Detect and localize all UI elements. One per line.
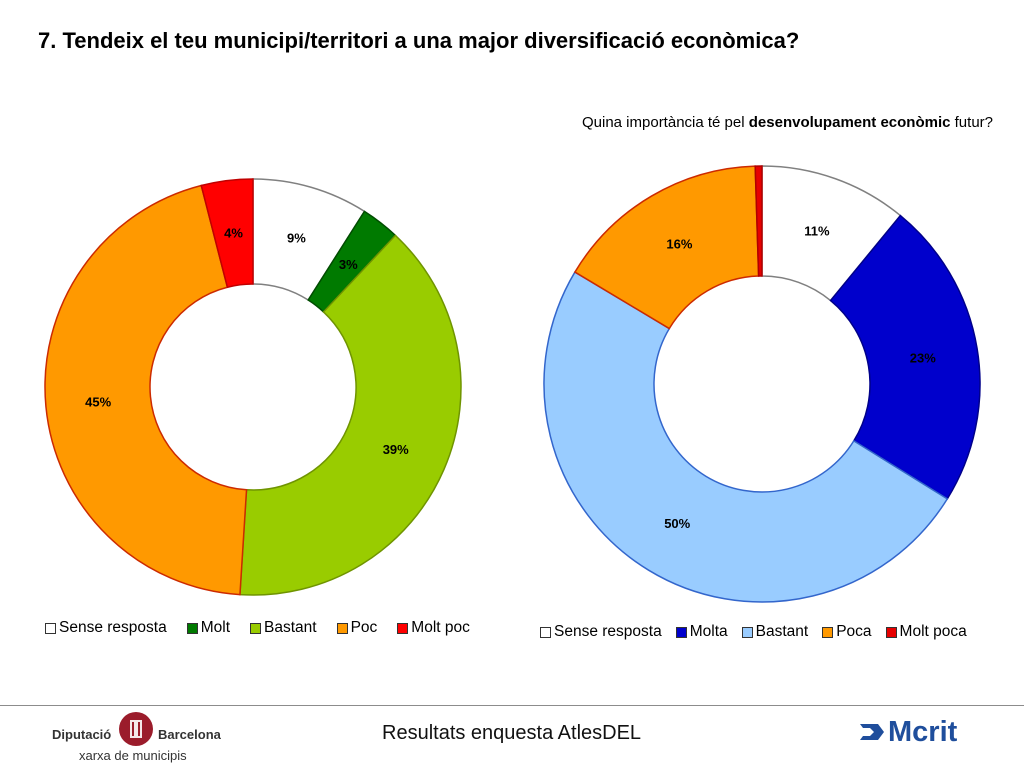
- legend-swatch: [45, 622, 56, 634]
- chart1-slice-poc: [44, 184, 248, 596]
- chart1-label-sense-resposta: 9%: [287, 231, 306, 246]
- chart1-slice-molt-poc: [200, 178, 254, 289]
- chart2-label-poca: 16%: [666, 236, 692, 251]
- chart1-slice-bastant: [239, 234, 462, 596]
- chart2-slice-molt-poca: [754, 165, 763, 277]
- legend-swatch: [540, 626, 551, 638]
- diputacio-logo: Diputació Barcelona xarxa de municipis: [52, 710, 232, 764]
- chart1-legend-item: Molt: [186, 619, 231, 637]
- chart1-label-molt-poc: 4%: [224, 226, 243, 241]
- legend-label: Molt poca: [899, 623, 967, 640]
- chart1-legend-item: Poc: [336, 619, 378, 637]
- chart2-label-molta: 23%: [910, 350, 936, 365]
- chart1-legend-item: Molt poc: [397, 619, 470, 637]
- chart2-slice-poca: [573, 165, 760, 330]
- legend-swatch: [885, 626, 897, 638]
- legend-label: Bastant: [264, 619, 317, 636]
- chart2-label-sense-resposta: 11%: [804, 224, 830, 239]
- chart2-label-bastant: 50%: [664, 516, 690, 531]
- footer-divider: [0, 705, 1024, 706]
- subtitle-bold: desenvolupament econòmic: [748, 114, 951, 131]
- chart1-label-molt: 3%: [339, 257, 358, 272]
- chart2-legend-item: Bastant: [741, 623, 809, 641]
- legend-swatch: [397, 622, 409, 634]
- legend-swatch: [675, 626, 687, 638]
- chart1-legend: Sense resposta Molt Bastant Poc Molt poc: [45, 619, 470, 637]
- chart1-label-poc: 45%: [85, 395, 111, 410]
- legend-label: Molt: [200, 619, 231, 636]
- chart1-legend-item: Sense resposta: [45, 619, 167, 637]
- legend-swatch: [741, 626, 753, 638]
- slide-title: 7. Tendeix el teu municipi/territori a u…: [38, 28, 800, 53]
- legend-label: Sense resposta: [59, 619, 167, 636]
- legend-label: Poc: [350, 619, 378, 636]
- legend-label: Molt poc: [411, 619, 470, 636]
- logo-word-diputacio: Diputació: [52, 727, 112, 742]
- mcrit-logo: Mcrit: [858, 716, 978, 750]
- legend-label: Sense resposta: [554, 623, 662, 640]
- chart2-slice-bastant: [543, 271, 949, 603]
- diputacio-seal-icon: [119, 712, 153, 746]
- donut-charts: 9% 3% 39% 45% 4% 11% 23% 50% 16%: [44, 165, 981, 603]
- footer-caption: Resultats enquesta AtlesDEL: [382, 722, 642, 744]
- chart2-legend-item: Molta: [675, 623, 728, 641]
- legend-label: Molta: [689, 623, 728, 640]
- chart2-legend-item: Sense resposta: [540, 623, 662, 641]
- legend-swatch: [336, 622, 348, 634]
- chart2-slice-molta: [829, 214, 981, 500]
- logo-subtitle: xarxa de municipis: [79, 748, 187, 763]
- subtitle-pre: Quina importància té pel: [581, 114, 749, 131]
- legend-label: Bastant: [755, 623, 809, 640]
- mcrit-arrows-icon: [858, 724, 884, 740]
- legend-label: Poca: [836, 623, 872, 640]
- logo-word-barcelona: Barcelona: [158, 727, 221, 742]
- legend-swatch: [250, 622, 262, 634]
- chart2-subtitle: Quina importància té pel desenvolupament…: [582, 114, 993, 131]
- chart1-legend-item: Bastant: [250, 619, 317, 637]
- legend-swatch: [186, 622, 198, 634]
- subtitle-post: futur?: [950, 114, 993, 131]
- legend-swatch: [822, 626, 834, 638]
- chart2-legend-item: Poca: [822, 623, 872, 641]
- mcrit-wordmark: Mcrit: [888, 716, 958, 748]
- chart1-label-bastant: 39%: [383, 442, 409, 457]
- chart2-legend: Sense resposta Molta Bastant Poca Molt poca: [540, 623, 967, 641]
- chart2-legend-item: Molt poca: [885, 623, 967, 641]
